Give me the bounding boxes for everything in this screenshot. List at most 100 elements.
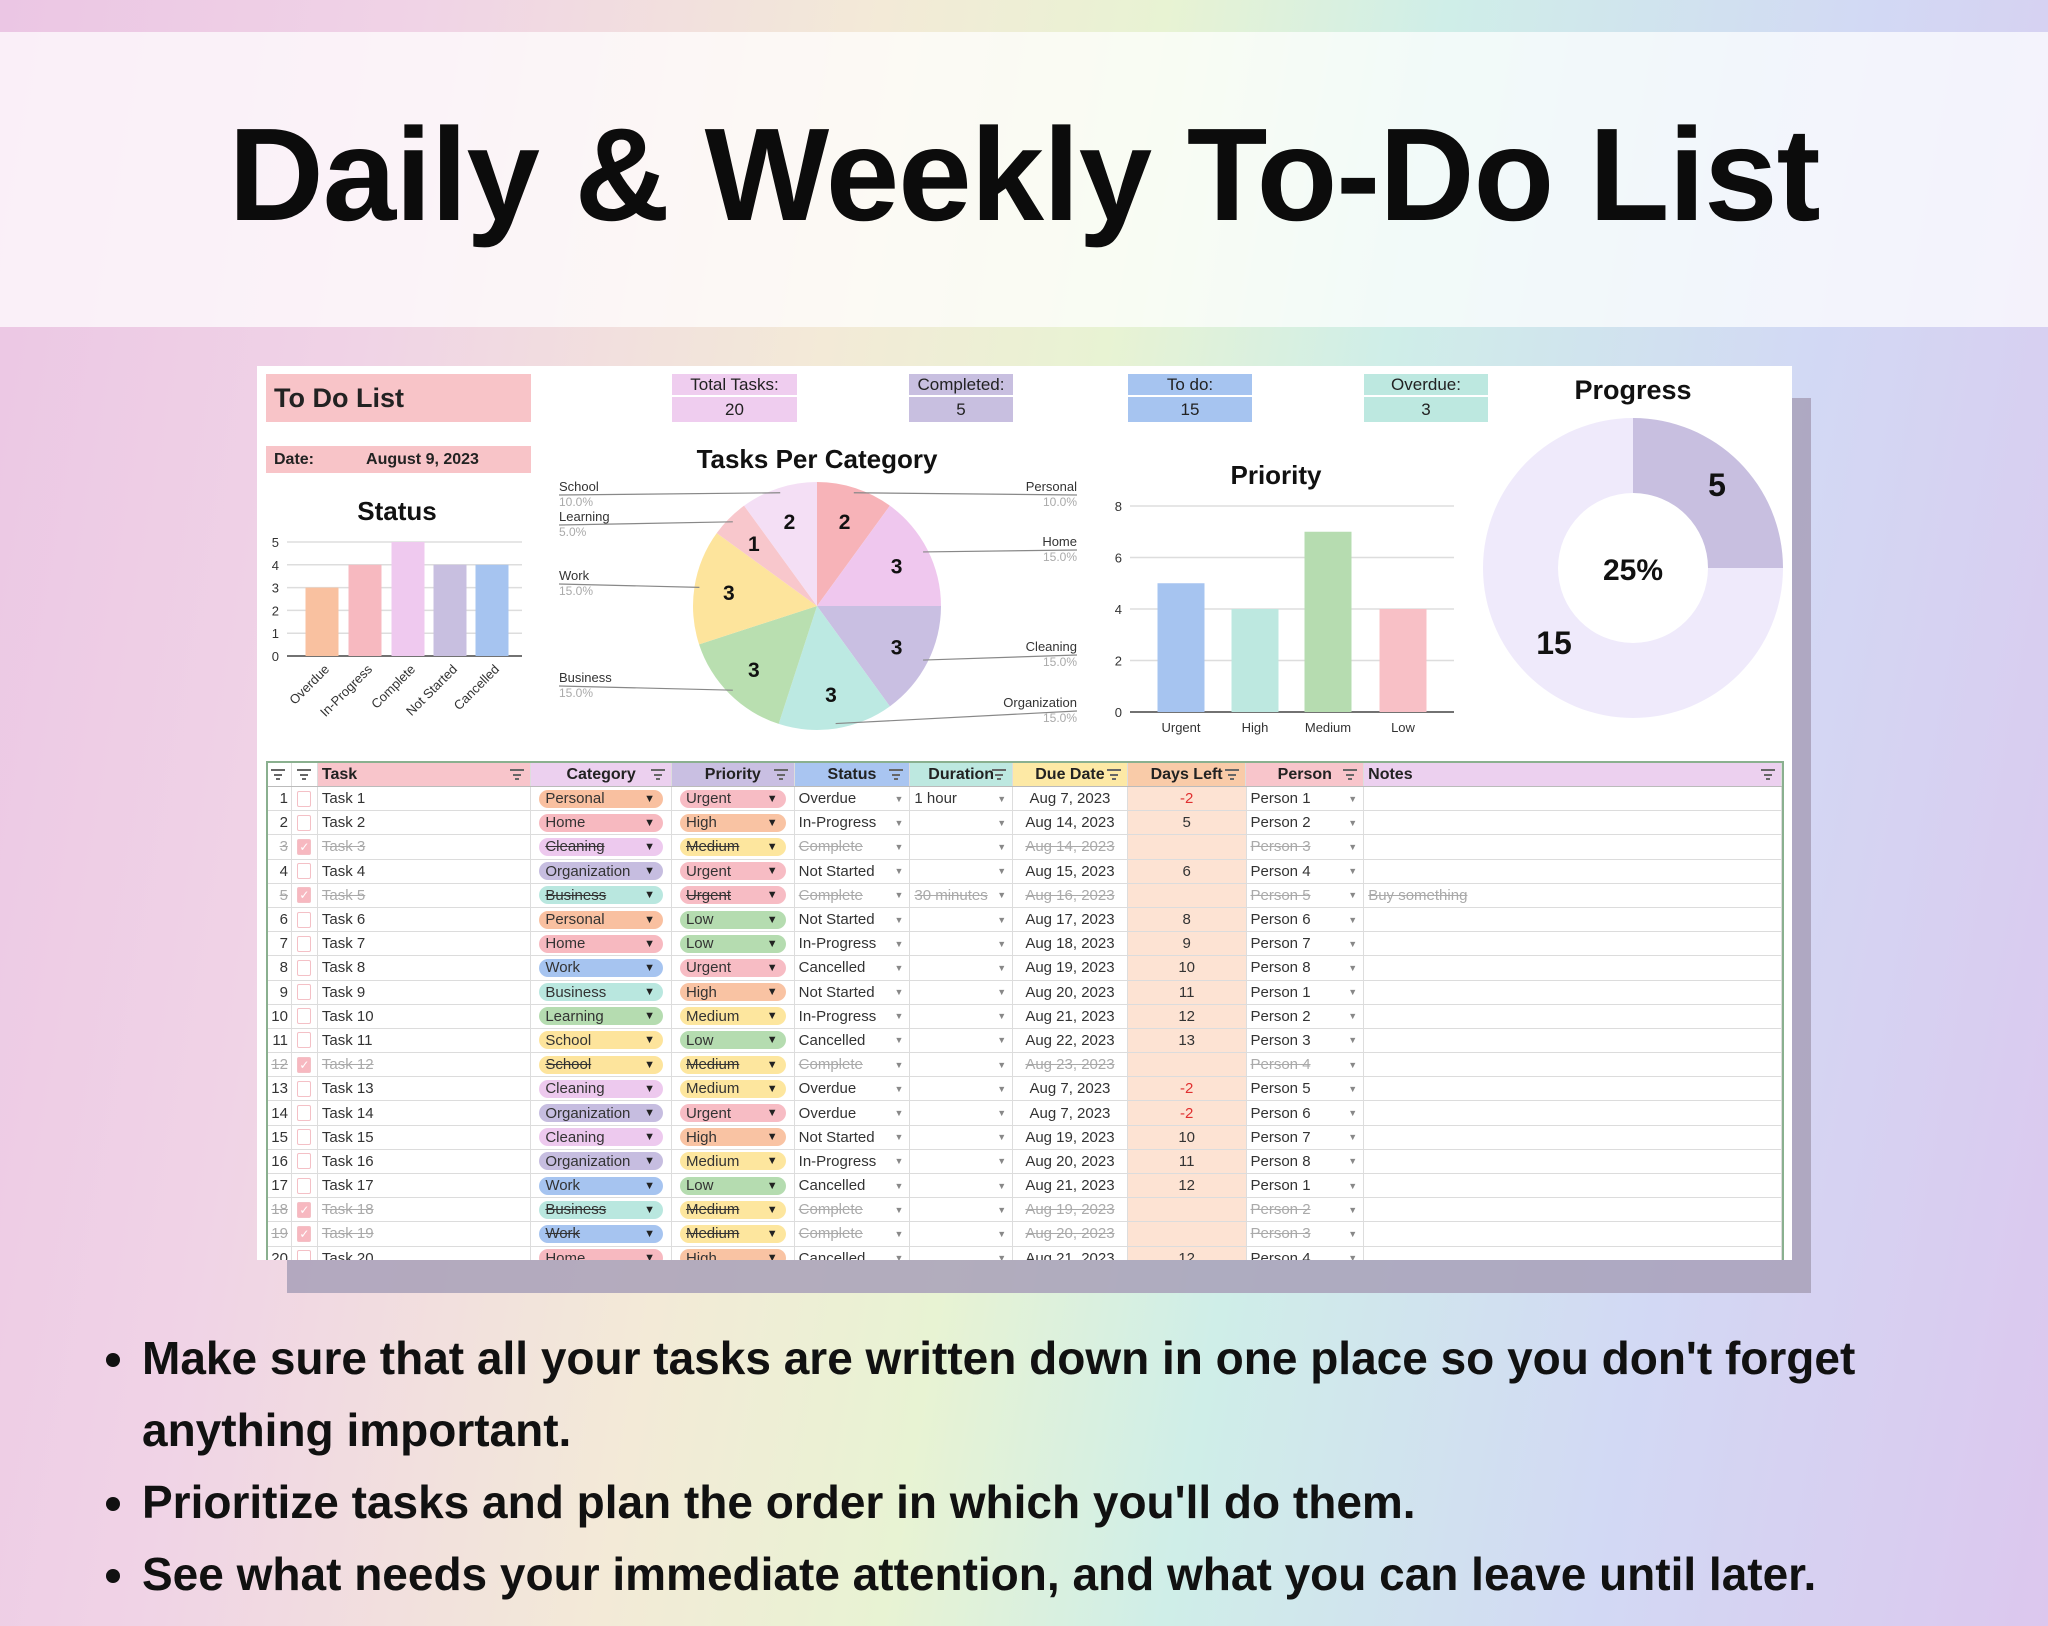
duration-dropdown[interactable]: ▼: [910, 1004, 1014, 1028]
notes-cell[interactable]: [1364, 1125, 1783, 1149]
category-dropdown[interactable]: Home ▼: [539, 934, 663, 953]
status-dropdown[interactable]: Overdue ▼: [795, 1077, 911, 1101]
category-dropdown[interactable]: Business ▼: [539, 886, 663, 905]
done-checkbox[interactable]: [297, 1032, 312, 1049]
person-dropdown[interactable]: Person 2 ▼: [1247, 1198, 1365, 1222]
column-header[interactable]: Category: [531, 763, 672, 786]
person-dropdown[interactable]: Person 3 ▼: [1247, 1028, 1365, 1053]
status-dropdown[interactable]: In-Progress ▼: [795, 932, 911, 956]
done-checkbox[interactable]: [297, 1129, 312, 1146]
filter-icon[interactable]: [1760, 769, 1775, 780]
status-dropdown[interactable]: Not Started ▼: [795, 1125, 911, 1149]
notes-cell[interactable]: [1364, 811, 1783, 835]
category-dropdown[interactable]: Cleaning ▼: [539, 837, 663, 856]
person-dropdown[interactable]: Person 6 ▼: [1247, 907, 1365, 932]
column-header[interactable]: Days Left: [1127, 763, 1247, 786]
priority-dropdown[interactable]: Medium ▼: [679, 1152, 786, 1171]
column-header[interactable]: [268, 763, 292, 786]
person-dropdown[interactable]: Person 7 ▼: [1247, 1125, 1365, 1149]
done-checkbox[interactable]: [297, 814, 312, 831]
notes-cell[interactable]: [1364, 1222, 1783, 1246]
column-header[interactable]: Person: [1246, 763, 1365, 786]
duration-dropdown[interactable]: ▼: [910, 907, 1014, 932]
category-dropdown[interactable]: Work ▼: [539, 1224, 663, 1243]
status-dropdown[interactable]: Complete ▼: [795, 1222, 911, 1246]
notes-cell[interactable]: [1364, 1004, 1783, 1028]
status-dropdown[interactable]: Complete ▼: [795, 835, 911, 859]
category-dropdown[interactable]: Business ▼: [539, 1200, 663, 1219]
status-dropdown[interactable]: In-Progress ▼: [795, 811, 911, 835]
duration-dropdown[interactable]: ▼: [910, 1174, 1014, 1198]
done-checkbox[interactable]: [297, 1153, 312, 1170]
done-checkbox[interactable]: [297, 911, 312, 928]
status-dropdown[interactable]: Cancelled ▼: [795, 1174, 911, 1198]
duration-dropdown[interactable]: ▼: [910, 1077, 1014, 1101]
notes-cell[interactable]: [1364, 980, 1783, 1004]
column-header[interactable]: Task: [317, 763, 532, 786]
person-dropdown[interactable]: Person 1 ▼: [1247, 1174, 1365, 1198]
notes-cell[interactable]: [1364, 1246, 1783, 1260]
notes-cell[interactable]: [1364, 859, 1783, 883]
category-dropdown[interactable]: Business ▼: [539, 983, 663, 1002]
status-dropdown[interactable]: Complete ▼: [795, 1053, 911, 1077]
notes-cell[interactable]: [1364, 1198, 1783, 1222]
notes-cell[interactable]: [1364, 932, 1783, 956]
done-checkbox[interactable]: [297, 790, 312, 807]
notes-cell[interactable]: [1364, 1077, 1783, 1101]
done-checkbox[interactable]: [297, 1177, 312, 1194]
person-dropdown[interactable]: Person 4 ▼: [1247, 1053, 1365, 1077]
category-dropdown[interactable]: Cleaning ▼: [539, 1128, 663, 1147]
person-dropdown[interactable]: Person 1 ▼: [1247, 980, 1365, 1004]
category-dropdown[interactable]: Cleaning ▼: [539, 1079, 663, 1098]
done-checkbox[interactable]: ✓: [297, 1201, 312, 1218]
done-checkbox[interactable]: ✓: [297, 887, 312, 904]
filter-icon[interactable]: [296, 769, 311, 780]
duration-dropdown[interactable]: ▼: [910, 1149, 1014, 1173]
priority-dropdown[interactable]: Medium ▼: [679, 1224, 786, 1243]
filter-icon[interactable]: [1106, 769, 1121, 780]
category-dropdown[interactable]: Home ▼: [539, 1249, 663, 1260]
category-dropdown[interactable]: School ▼: [539, 1031, 663, 1050]
column-header[interactable]: Notes: [1364, 763, 1782, 786]
priority-dropdown[interactable]: High ▼: [679, 1128, 786, 1147]
priority-dropdown[interactable]: Medium ▼: [679, 1007, 786, 1026]
filter-icon[interactable]: [1343, 769, 1358, 780]
status-dropdown[interactable]: Cancelled ▼: [795, 1028, 911, 1053]
priority-dropdown[interactable]: Low ▼: [679, 1176, 786, 1195]
priority-dropdown[interactable]: Urgent ▼: [679, 886, 786, 905]
person-dropdown[interactable]: Person 8 ▼: [1247, 956, 1365, 980]
priority-dropdown[interactable]: High ▼: [679, 1249, 786, 1260]
person-dropdown[interactable]: Person 7 ▼: [1247, 932, 1365, 956]
priority-dropdown[interactable]: Medium ▼: [679, 837, 786, 856]
done-checkbox[interactable]: [297, 1250, 312, 1260]
done-checkbox[interactable]: ✓: [297, 1056, 312, 1073]
filter-icon[interactable]: [510, 769, 525, 780]
category-dropdown[interactable]: Work ▼: [539, 1176, 663, 1195]
status-dropdown[interactable]: Not Started ▼: [795, 907, 911, 932]
category-dropdown[interactable]: Home ▼: [539, 813, 663, 832]
notes-cell[interactable]: [1364, 835, 1783, 859]
person-dropdown[interactable]: Person 1 ▼: [1247, 787, 1365, 811]
duration-dropdown[interactable]: ▼: [910, 1246, 1014, 1260]
person-dropdown[interactable]: Person 2 ▼: [1247, 1004, 1365, 1028]
person-dropdown[interactable]: Person 6 ▼: [1247, 1101, 1365, 1125]
duration-dropdown[interactable]: ▼: [910, 956, 1014, 980]
done-checkbox[interactable]: [297, 1008, 312, 1025]
duration-dropdown[interactable]: ▼: [910, 859, 1014, 883]
status-dropdown[interactable]: In-Progress ▼: [795, 1149, 911, 1173]
filter-icon[interactable]: [889, 769, 904, 780]
notes-cell[interactable]: [1364, 907, 1783, 932]
priority-dropdown[interactable]: Urgent ▼: [679, 862, 786, 881]
priority-dropdown[interactable]: Medium ▼: [679, 1079, 786, 1098]
category-dropdown[interactable]: Work ▼: [539, 958, 663, 977]
filter-icon[interactable]: [1225, 769, 1240, 780]
column-header[interactable]: Status: [794, 763, 911, 786]
duration-dropdown[interactable]: ▼: [910, 932, 1014, 956]
priority-dropdown[interactable]: High ▼: [679, 983, 786, 1002]
priority-dropdown[interactable]: Urgent ▼: [679, 789, 786, 808]
done-checkbox[interactable]: [297, 863, 312, 880]
duration-dropdown[interactable]: ▼: [910, 835, 1014, 859]
column-header[interactable]: Due Date: [1013, 763, 1128, 786]
person-dropdown[interactable]: Person 4 ▼: [1247, 859, 1365, 883]
status-dropdown[interactable]: Cancelled ▼: [795, 956, 911, 980]
